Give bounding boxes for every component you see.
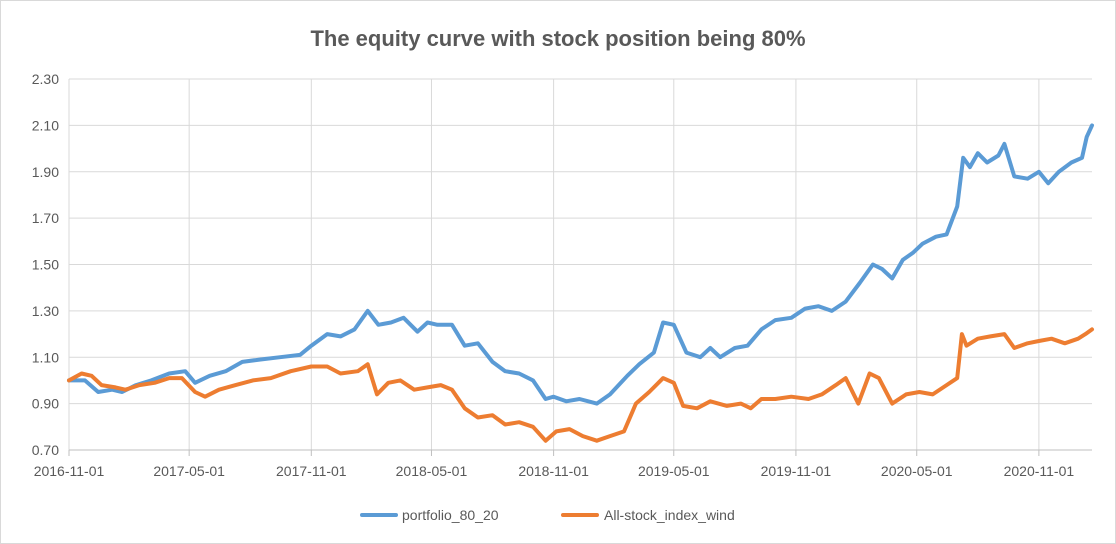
x-tick-label: 2018-11-01 <box>518 463 589 479</box>
legend-label: All-stock_index_wind <box>604 507 735 523</box>
y-tick-label: 0.90 <box>32 396 59 412</box>
x-tick-label: 2016-11-01 <box>34 463 105 479</box>
y-tick-label: 1.30 <box>32 303 59 319</box>
x-tick-label: 2019-11-01 <box>761 463 832 479</box>
axes: 0.70 0.90 1.10 1.30 1.50 1.70 1.90 2.10 2.30 2016… <box>32 71 1092 479</box>
x-tick-label: 2018-05-01 <box>396 463 468 479</box>
y-tick-label: 1.50 <box>32 257 59 273</box>
x-tick-label: 2020-11-01 <box>1004 463 1075 479</box>
gridlines <box>68 78 1092 451</box>
y-tick-label: 1.90 <box>32 164 59 180</box>
x-tick-label: 2020-05-01 <box>881 463 953 479</box>
legend: portfolio_80_20 All-stock_index_wind <box>360 507 735 523</box>
x-tick-label: 2019-05-01 <box>638 463 710 479</box>
x-tick-label: 2017-05-01 <box>153 463 225 479</box>
series-line-index <box>67 327 1094 443</box>
y-tick-label: 1.10 <box>32 349 59 365</box>
y-tick-label: 1.70 <box>32 210 59 226</box>
series-lines <box>67 123 1094 443</box>
chart-title: The equity curve with stock position bei… <box>310 26 805 51</box>
y-tick-label: 2.30 <box>32 71 59 87</box>
series-line-portfolio <box>67 123 1094 406</box>
y-tick-label: 2.10 <box>32 117 59 133</box>
x-tick-label: 2017-11-01 <box>276 463 347 479</box>
y-tick-label: 0.70 <box>32 442 59 458</box>
legend-label: portfolio_80_20 <box>402 507 499 523</box>
